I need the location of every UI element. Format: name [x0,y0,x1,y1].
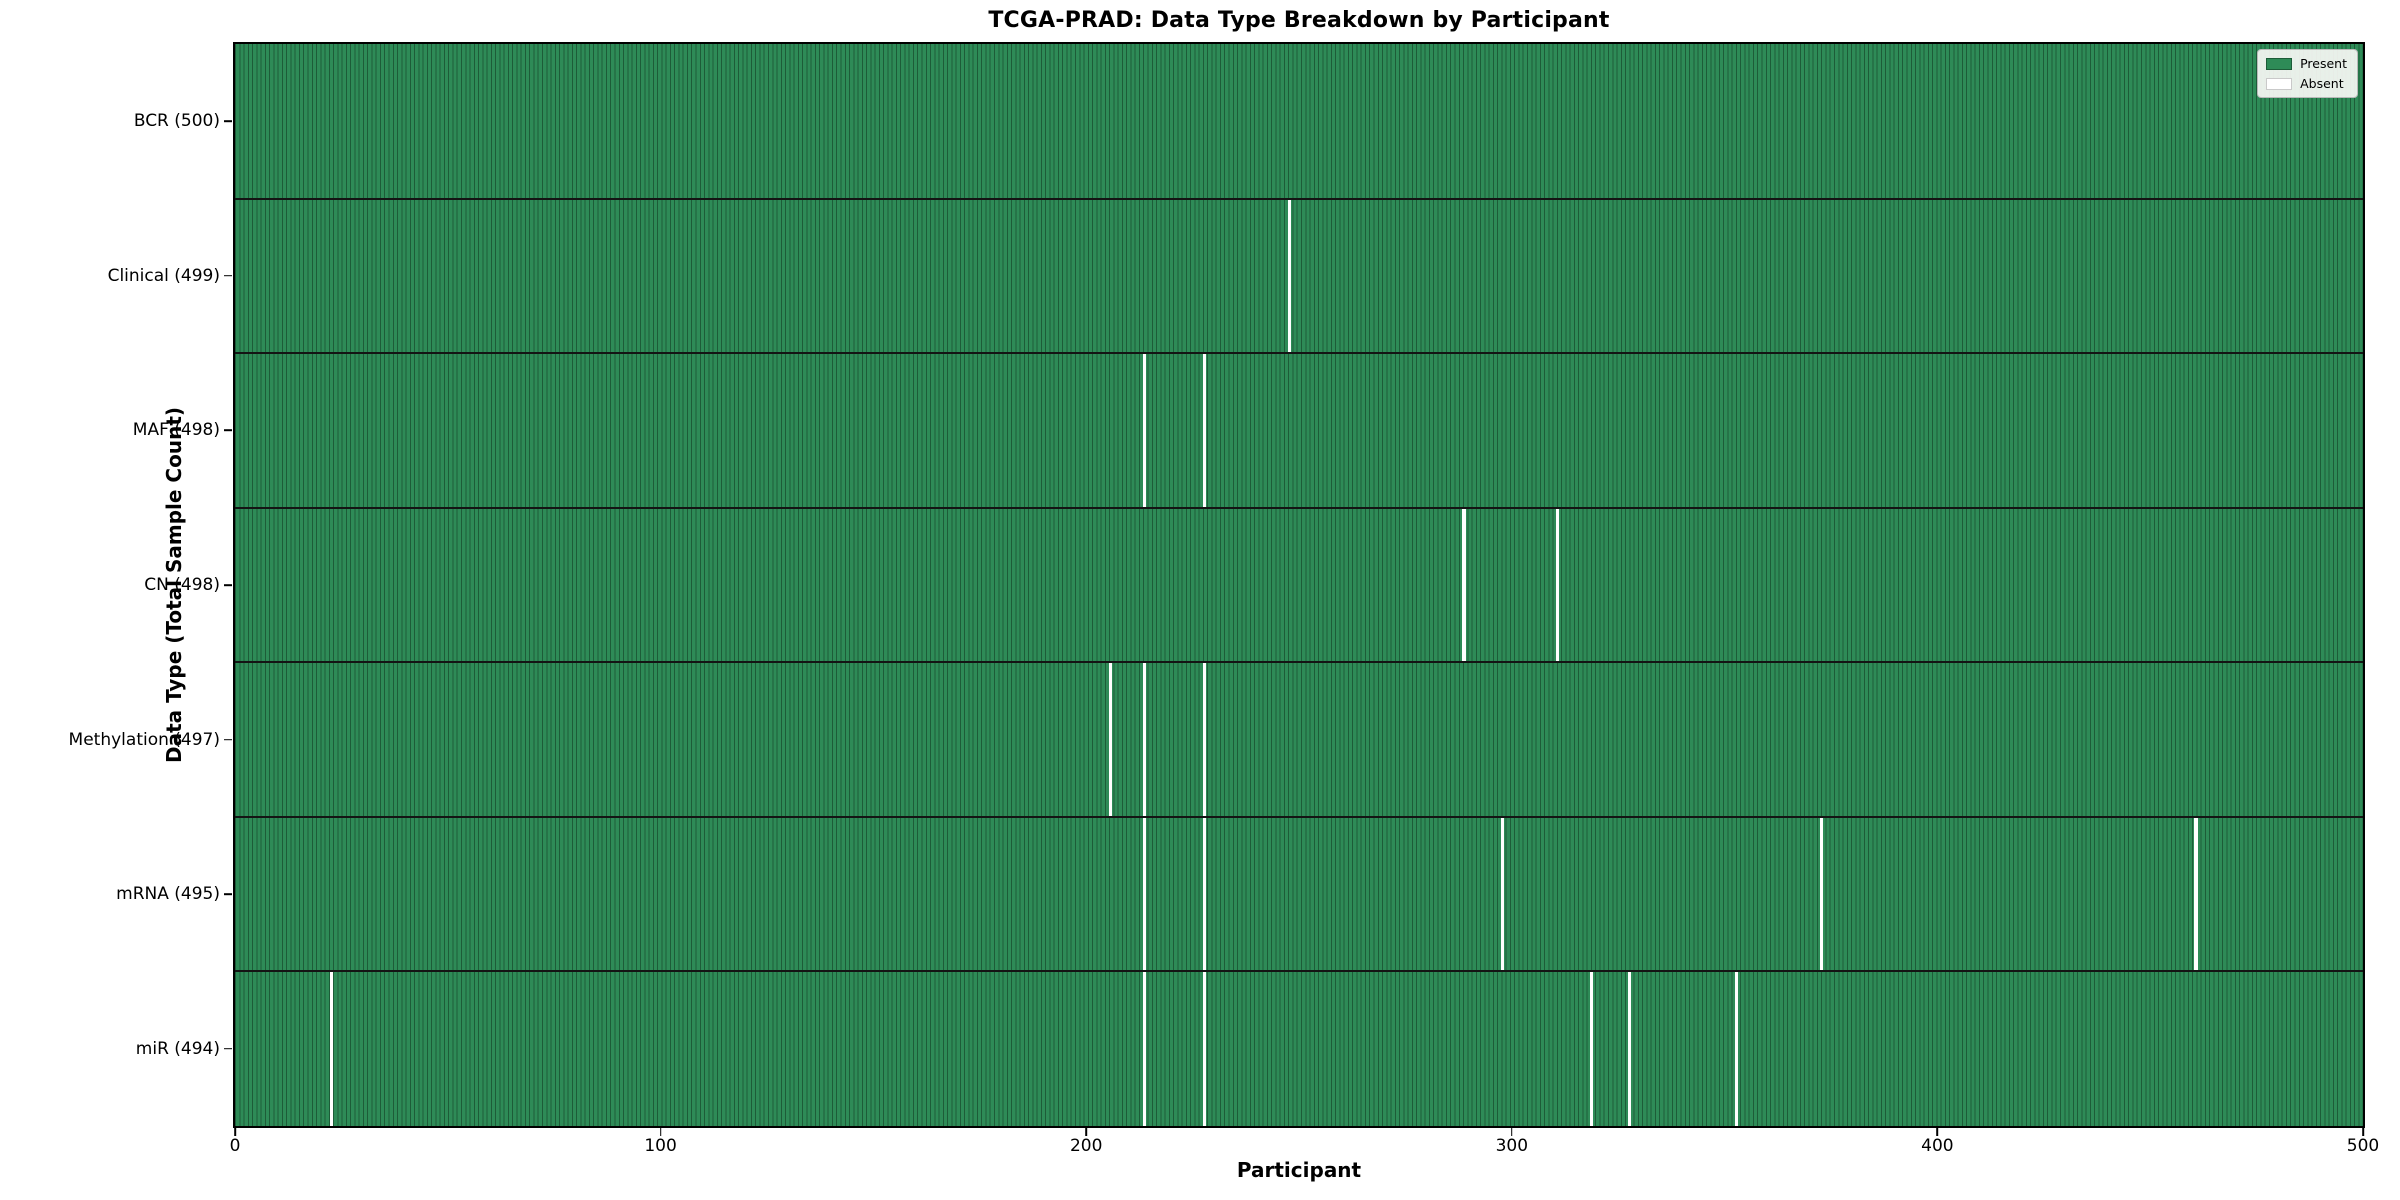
heatmap-row-methylation [235,662,2363,817]
absent-cell-mir-213 [1143,971,1147,1126]
x-axis-label: Participant [1236,1158,1362,1182]
heatmap-row-bcr [235,44,2363,199]
x-tick-label-200: 200 [1069,1136,1103,1156]
y-tick-mark [224,738,232,741]
absent-cell-mrna-227 [1202,816,1206,972]
row-divider [235,970,2363,973]
legend-absent-swatch [2266,77,2293,90]
absent-cell-mrna-297 [1500,816,1504,972]
absent-cell-maf-213 [1143,353,1147,508]
absent-cell-mir-352 [1734,971,1738,1126]
legend-present-swatch [2266,57,2293,70]
absent-cell-mrna-460 [2194,816,2198,972]
y-tick-mark [224,584,232,586]
absent-cell-methylation-205 [1108,662,1113,817]
heatmap-row-mrna [235,816,2363,972]
chart-title: TCGA-PRAD: Data Type Breakdown by Partic… [988,8,1610,33]
heatmap-row-mir [235,971,2363,1126]
legend: Present Absent [2257,49,2358,98]
absent-cell-mrna-213 [1143,816,1147,972]
absent-cell-mir-327 [1628,971,1632,1126]
y-tick-label-maf: MAF (498) [132,420,220,441]
x-tick-mark [2362,1128,2364,1136]
y-tick-label-cn: CN (498) [144,575,220,595]
absent-cell-cn-288 [1462,507,1466,663]
legend-entry-absent: Absent [2266,76,2347,91]
heatmap-row-cn [235,507,2363,663]
row-divider [235,506,2363,509]
x-tick-mark [1936,1128,1939,1136]
absent-cell-maf-227 [1202,353,1206,508]
y-tick-mark [224,275,232,277]
x-tick-label-500: 500 [2346,1136,2380,1156]
absent-cell-mrna-372 [1819,816,1823,972]
x-tick-label-0: 0 [229,1136,241,1156]
absent-cell-methylation-227 [1202,662,1206,817]
x-tick-mark [1511,1128,1513,1136]
x-tick-label-300: 300 [1495,1136,1529,1156]
legend-entry-present: Present [2266,56,2347,71]
y-tick-label-mir: miR (494) [135,1038,220,1059]
absent-cell-methylation-213 [1143,662,1147,817]
row-divider [235,197,2363,200]
absent-cell-clinical-247 [1287,198,1291,354]
plot-area: Present Absent [233,42,2365,1128]
x-tick-mark [234,1128,236,1136]
x-tick-mark [659,1128,662,1136]
absent-cell-cn-310 [1555,507,1560,663]
y-tick-mark [224,1047,232,1050]
heatmap-row-clinical [235,198,2363,354]
heatmap-row-maf [235,353,2363,508]
absent-cell-mir-22 [330,971,334,1126]
absent-cell-mir-318 [1589,971,1594,1126]
y-tick-mark [224,429,232,432]
row-divider [235,815,2363,818]
y-tick-mark [224,893,232,895]
y-tick-mark [224,120,232,123]
row-divider [235,661,2363,664]
x-tick-mark [1085,1128,1087,1136]
x-tick-label-400: 400 [1921,1136,1954,1156]
x-tick-label-100: 100 [644,1136,677,1156]
legend-absent-label: Absent [2300,76,2344,91]
row-divider [235,352,2363,355]
absent-cell-mir-227 [1202,971,1206,1126]
y-tick-label-methylation: Methylation (497) [68,729,220,750]
y-tick-label-clinical: Clinical (499) [107,265,220,286]
y-tick-label-mrna: mRNA (495) [116,884,220,905]
legend-present-label: Present [2300,56,2347,71]
y-tick-label-bcr: BCR (500) [133,111,220,132]
